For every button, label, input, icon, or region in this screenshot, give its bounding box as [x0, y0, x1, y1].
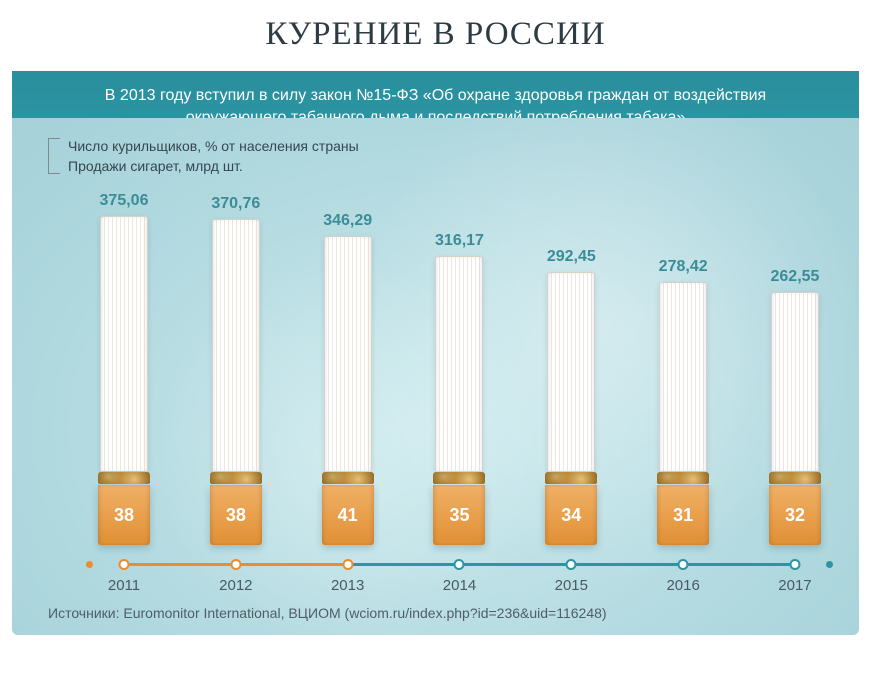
bar-column: 278,42 31: [649, 258, 717, 545]
timeline-point: 2014: [425, 553, 493, 577]
cigarette-filter: 31: [657, 485, 709, 545]
cigarette-body: [100, 216, 148, 471]
timeline-year-label: 2011: [108, 577, 140, 594]
timeline-year-label: 2017: [778, 577, 811, 594]
smokers-pct-label: 38: [114, 505, 134, 526]
sales-value-label: 346,29: [323, 212, 372, 230]
cigarette-filter: 38: [210, 485, 262, 545]
legend-smokers-label: Число курильщиков, % от населения страны: [68, 136, 359, 156]
cigarette-ash: [657, 472, 709, 484]
sales-value-label: 316,17: [435, 232, 484, 250]
timeline-point: 2016: [649, 553, 717, 577]
timeline-dot-icon: [230, 559, 241, 570]
sales-value-label: 262,55: [771, 268, 820, 286]
timeline-point: 2012: [202, 553, 270, 577]
cigarette-ash: [545, 472, 597, 484]
timeline-point: 2015: [537, 553, 605, 577]
cigarette-body: [212, 219, 260, 471]
timeline-dot-icon: [119, 559, 130, 570]
legend-bracket-icon: [48, 138, 60, 174]
timeline-year-label: 2012: [219, 577, 252, 594]
cigarette-body: [547, 272, 595, 471]
bar-column: 316,17 35: [425, 232, 493, 545]
cigarette-body: [771, 292, 819, 471]
cigarette-ash: [433, 472, 485, 484]
legend-sales-label: Продажи сигарет, млрд шт.: [68, 156, 359, 176]
timeline-dot-icon: [789, 559, 800, 570]
timeline-point: 2013: [314, 553, 382, 577]
cigarette-ash: [322, 472, 374, 484]
cigarette-filter: 32: [769, 485, 821, 545]
source-line: Источники: Euromonitor International, ВЦ…: [48, 605, 607, 621]
cigarette-filter: 34: [545, 485, 597, 545]
smokers-pct-label: 41: [338, 505, 358, 526]
smokers-pct-label: 34: [561, 505, 581, 526]
sales-value-label: 292,45: [547, 248, 596, 266]
cigarette-filter: 38: [98, 485, 150, 545]
legend: Число курильщиков, % от населения страны…: [48, 136, 359, 176]
chart-zone: Число курильщиков, % от населения страны…: [12, 118, 859, 635]
sales-value-label: 278,42: [659, 258, 708, 276]
timeline-years: 2011 2012 2013 2014 2015 2016 2017: [90, 553, 829, 577]
bar-column: 346,29 41: [314, 212, 382, 545]
timeline-year-label: 2016: [666, 577, 699, 594]
cigarette-ash: [769, 472, 821, 484]
timeline-dot-icon: [342, 559, 353, 570]
page-root: КУРЕНИЕ В РОССИИ В 2013 году вступил в с…: [0, 0, 871, 681]
timeline-year-label: 2013: [331, 577, 364, 594]
cigarette-body: [659, 282, 707, 471]
cigarette-ash: [210, 472, 262, 484]
smokers-pct-label: 38: [226, 505, 246, 526]
smokers-pct-label: 31: [673, 505, 693, 526]
cigarette-body: [435, 256, 483, 471]
bar-column: 370,76 38: [202, 195, 270, 545]
bar-column: 375,06 38: [90, 192, 158, 545]
timeline: 2011 2012 2013 2014 2015 2016 2017: [90, 553, 829, 577]
smokers-pct-label: 32: [785, 505, 805, 526]
timeline-year-label: 2015: [555, 577, 588, 594]
bar-column: 292,45 34: [537, 248, 605, 545]
bars-container: 375,06 38 370,76 38 346,29 41 316,17 35 292,45 34…: [90, 195, 829, 545]
timeline-point: 2017: [761, 553, 829, 577]
timeline-dot-icon: [566, 559, 577, 570]
sales-value-label: 375,06: [100, 192, 149, 210]
cigarette-filter: 35: [433, 485, 485, 545]
smokers-pct-label: 35: [449, 505, 469, 526]
sales-value-label: 370,76: [211, 195, 260, 213]
cigarette-body: [324, 236, 372, 471]
bar-column: 262,55 32: [761, 268, 829, 545]
page-title: КУРЕНИЕ В РОССИИ: [0, 0, 871, 53]
timeline-dot-icon: [454, 559, 465, 570]
timeline-dot-icon: [678, 559, 689, 570]
timeline-point: 2011: [90, 553, 158, 577]
cigarette-ash: [98, 472, 150, 484]
timeline-year-label: 2014: [443, 577, 476, 594]
cigarette-filter: 41: [322, 485, 374, 545]
